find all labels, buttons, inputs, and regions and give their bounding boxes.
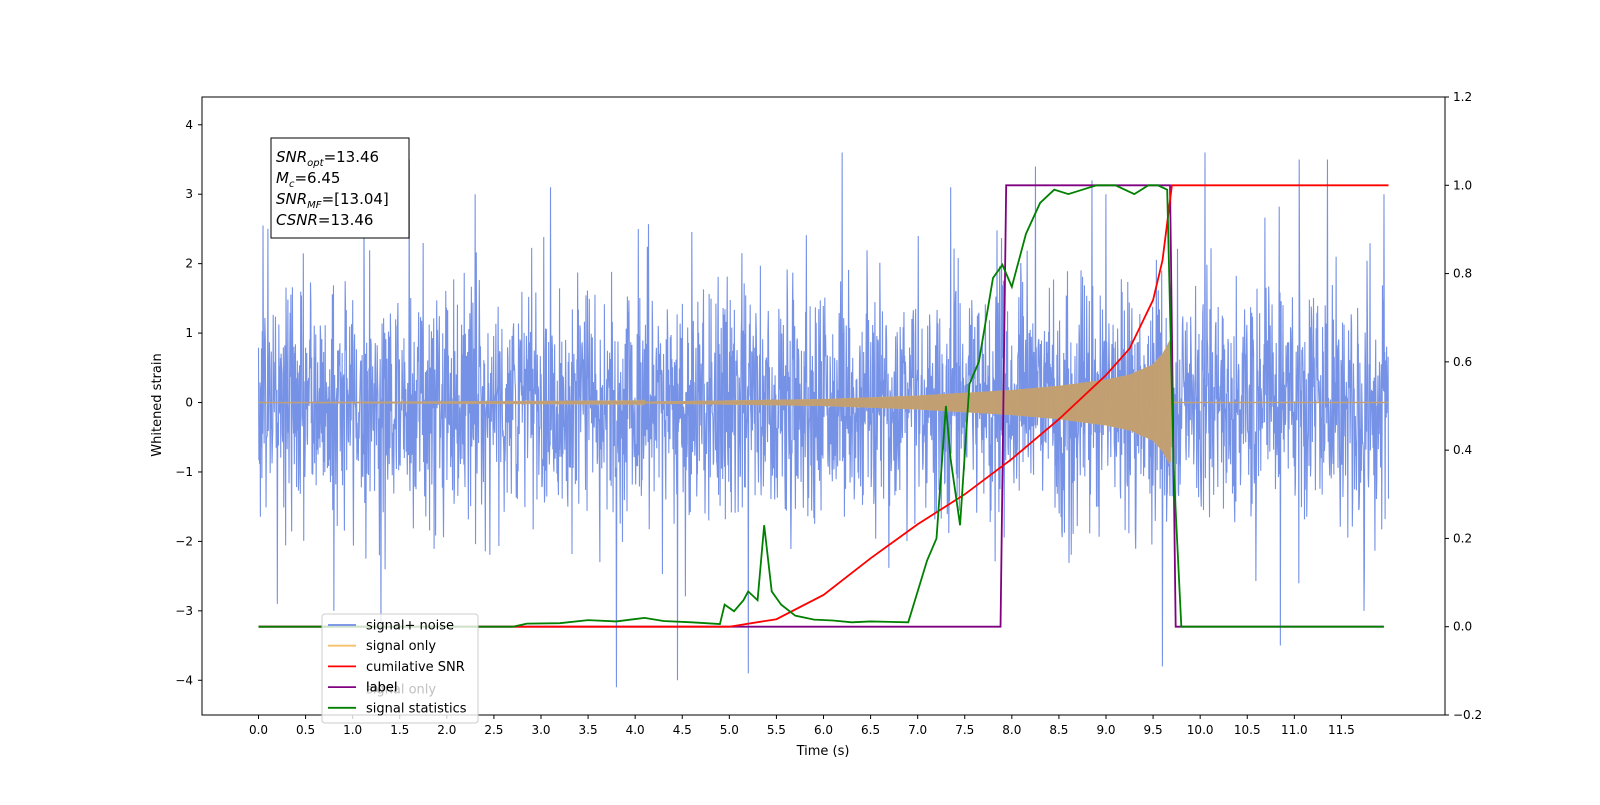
y-left-tick-label: −2	[175, 534, 193, 548]
x-tick-label: 3.5	[579, 723, 598, 737]
x-axis-label: Time (s)	[796, 744, 850, 759]
annotation-line: SNRMF=[13.04]	[276, 190, 389, 211]
legend-label: signal+ noise	[366, 619, 454, 634]
legend-label-top: label	[366, 681, 397, 696]
y-right-tick-label: 0.0	[1453, 620, 1472, 634]
y-left-tick-label: 3	[185, 187, 193, 201]
x-tick-label: 7.5	[955, 723, 974, 737]
y-right-tick-label: 0.2	[1453, 531, 1472, 545]
legend-label: signal statistics	[366, 701, 467, 716]
legend-label: signal only	[366, 639, 436, 654]
x-tick-label: 5.0	[720, 723, 739, 737]
x-tick-label: 8.0	[1002, 723, 1021, 737]
y-right-tick-label: 0.4	[1453, 443, 1472, 457]
annotation-box	[270, 137, 410, 239]
y-right-tick-label: 1.2	[1453, 90, 1472, 104]
x-tick-label: 7.0	[908, 723, 927, 737]
x-tick-label: 8.5	[1049, 723, 1068, 737]
x-tick-label: 5.5	[767, 723, 786, 737]
y-right-tick-label: 0.6	[1453, 355, 1472, 369]
annotation-line: CSNR=13.46	[276, 211, 373, 229]
y-left-tick-label: −4	[175, 673, 193, 687]
y-axis-label-left: Whitened strain	[150, 353, 165, 456]
legend-label-faint: signal only	[366, 683, 436, 698]
x-tick-label: 10.0	[1187, 723, 1214, 737]
x-tick-label: 2.5	[484, 723, 503, 737]
series-signal-statistics	[258, 184, 1384, 628]
y-right-tick-label: 0.8	[1453, 267, 1472, 281]
y-left-tick-label: 0	[185, 396, 193, 410]
y-left-tick-label: 2	[185, 257, 193, 271]
x-tick-label: 6.5	[861, 723, 880, 737]
x-tick-label: 1.5	[390, 723, 409, 737]
legend: signal+ noise signal only cumilative SNR la…	[321, 613, 479, 724]
x-tick-label: 10.5	[1234, 723, 1261, 737]
x-tick-label: 11.0	[1281, 723, 1308, 737]
y-right-tick-label: −0.2	[1453, 708, 1482, 722]
y-left-tick-label: 1	[185, 326, 193, 340]
x-tick-label: 1.0	[343, 723, 362, 737]
series-signal-only-overlay	[258, 340, 1389, 464]
x-tick-label: 3.0	[531, 723, 550, 737]
x-tick-label: 11.5	[1328, 723, 1355, 737]
x-tick-label: 2.0	[437, 723, 456, 737]
legend-box	[321, 613, 479, 724]
x-tick-label: 9.0	[1096, 723, 1115, 737]
y-left-tick-label: −3	[175, 604, 193, 618]
y-left-tick-label: 4	[185, 118, 193, 132]
x-tick-label: 0.0	[249, 723, 268, 737]
stats-annotation: SNRopt=13.46Mc=6.45SNRMF=[13.04]CSNR=13.…	[270, 137, 410, 239]
x-tick-label: 4.0	[626, 723, 645, 737]
series-signal-noise	[257, 152, 1390, 688]
legend-label: cumilative SNR	[366, 660, 465, 675]
y-left-tick-label: −1	[175, 465, 193, 479]
x-tick-label: 9.5	[1144, 723, 1163, 737]
legend-label: label	[366, 681, 397, 696]
annotation-line: SNRopt=13.46	[276, 148, 379, 169]
x-tick-label: 0.5	[296, 723, 315, 737]
x-tick-label: 6.0	[814, 723, 833, 737]
annotation-line: Mc=6.45	[276, 169, 340, 190]
series-cumulative-snr	[258, 184, 1389, 628]
y-right-tick-label: 1.0	[1453, 178, 1472, 192]
x-tick-label: 4.5	[673, 723, 692, 737]
